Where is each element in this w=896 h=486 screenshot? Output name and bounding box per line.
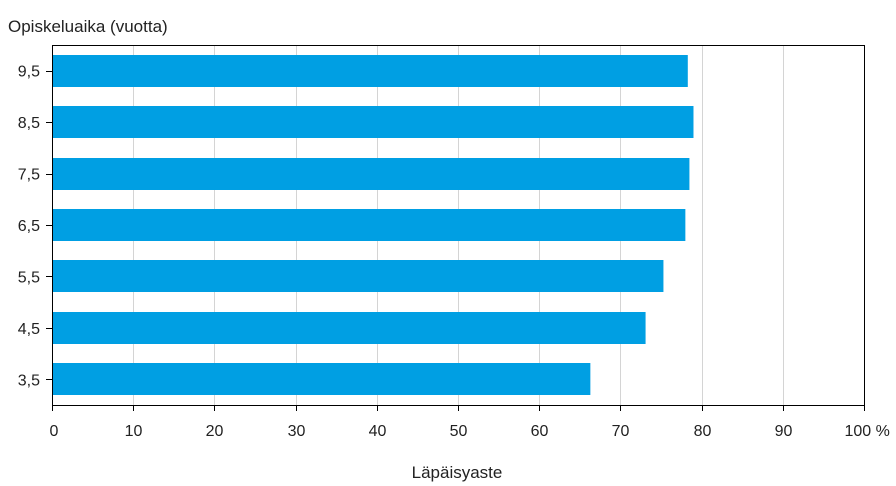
x-axis: 0 10 20 30 40 50 60 70 80 90 100 % [50,405,890,440]
x-tick-label: 100 % [845,423,890,440]
bar [53,106,694,138]
bar [53,312,646,344]
bar [53,363,591,395]
bar [53,209,686,241]
x-axis-title: Läpäisyaste [412,463,503,482]
x-tick-label: 10 [125,423,143,440]
x-tick-label: 60 [531,423,549,440]
y-tick-label: 3,5 [18,372,40,389]
y-axis: 9,5 8,5 7,5 6,5 5,5 4,5 3,5 [18,64,52,389]
bars [53,55,694,395]
y-axis-title: Opiskeluaika (vuotta) [8,17,168,36]
x-tick-label: 50 [450,423,468,440]
x-tick-label: 80 [694,423,712,440]
x-tick-label: 40 [369,423,387,440]
bar [53,260,664,292]
y-tick-label: 9,5 [18,64,40,81]
x-tick-label: 20 [206,423,224,440]
y-tick-label: 7,5 [18,167,40,184]
y-tick-label: 8,5 [18,115,40,132]
x-tick-label: 30 [288,423,306,440]
y-tick-label: 6,5 [18,218,40,235]
y-tick-label: 5,5 [18,269,40,286]
bar [53,55,688,87]
bar [53,158,690,190]
x-tick-label: 0 [50,423,59,440]
x-tick-label: 70 [612,423,630,440]
y-tick-label: 4,5 [18,321,40,338]
x-tick-label: 90 [775,423,793,440]
